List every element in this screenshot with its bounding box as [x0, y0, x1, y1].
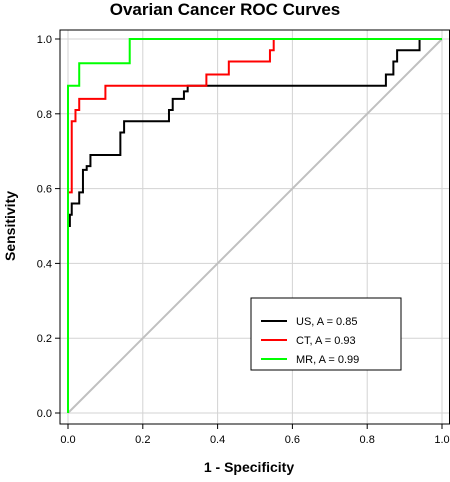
- x-tick-label: 0.4: [210, 434, 225, 446]
- x-tick-label: 0.6: [285, 434, 300, 446]
- legend-label-ct: CT, A = 0.93: [296, 335, 356, 347]
- chart-title: Ovarian Cancer ROC Curves: [109, 0, 341, 19]
- y-tick-label: 0.2: [37, 333, 52, 345]
- x-tick-label: 1.0: [434, 434, 449, 446]
- y-tick-label: 0.8: [37, 109, 52, 121]
- roc-curve-ct: [67, 38, 442, 413]
- y-tick-label: 0.6: [37, 184, 52, 196]
- diagonal-reference-line: [67, 38, 443, 414]
- x-tick-label: 0.2: [135, 434, 150, 446]
- y-tick-label: 0.4: [37, 258, 52, 270]
- roc-curve-mr: [67, 38, 442, 413]
- y-tick-label: 0.0: [37, 408, 52, 420]
- y-tick-label: 1.0: [37, 34, 52, 46]
- x-axis-label: 1 - Specificity: [203, 459, 295, 475]
- x-tick-label: 0.8: [360, 434, 375, 446]
- roc-curve-us: [67, 38, 442, 413]
- x-tick-label: 0.0: [60, 434, 75, 446]
- legend-label-us: US, A = 0.85: [296, 316, 357, 328]
- legend-label-mr: MR, A = 0.99: [296, 354, 359, 366]
- y-axis-label: Sensitivity: [2, 190, 18, 262]
